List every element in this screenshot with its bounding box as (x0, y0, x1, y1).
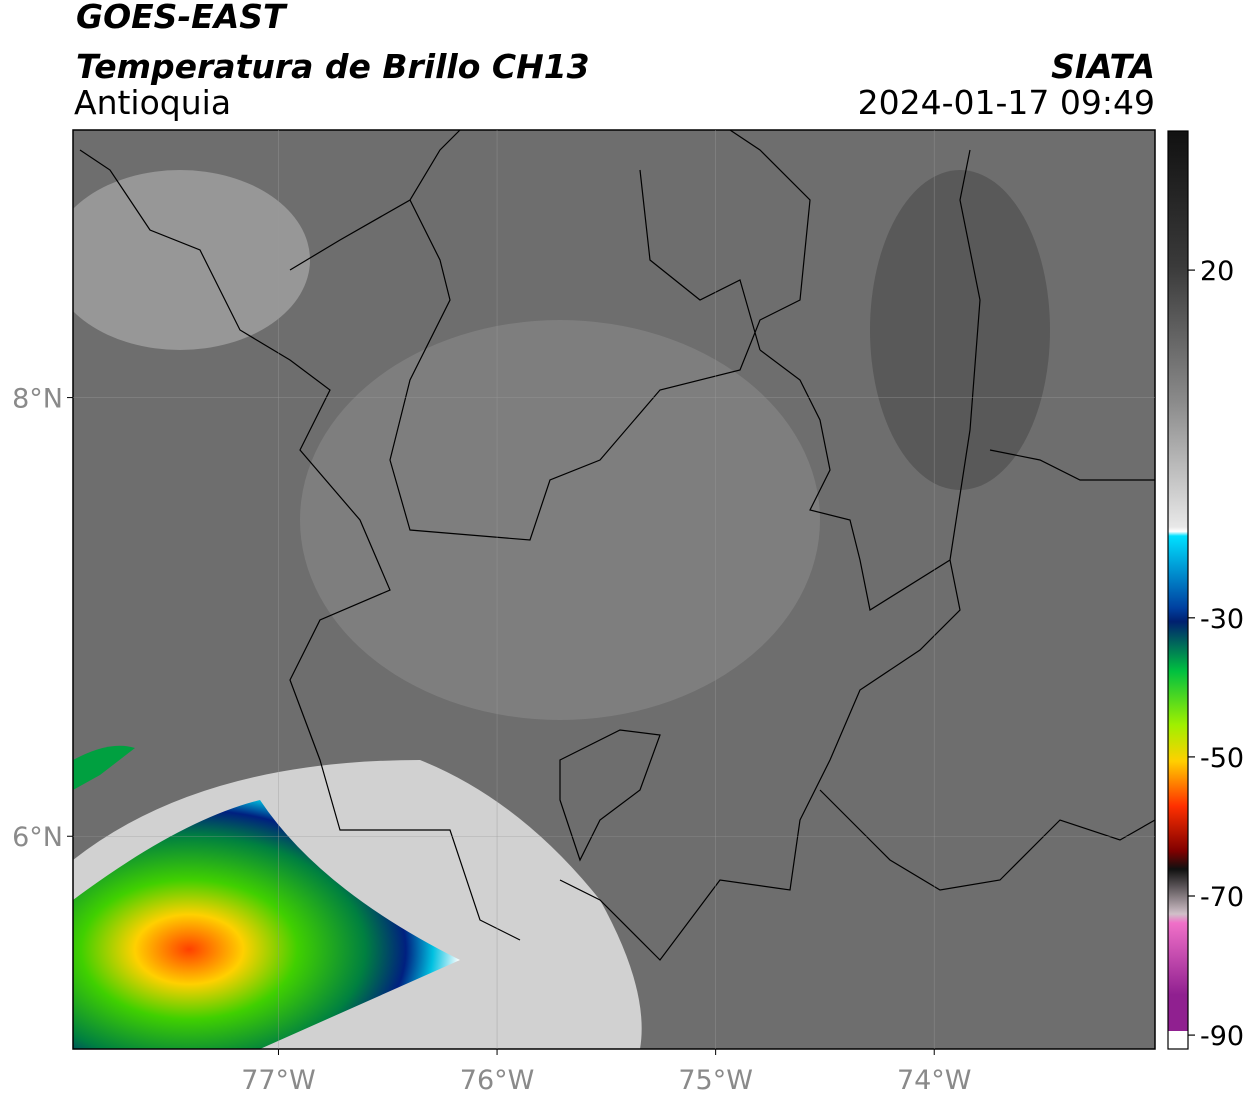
colorbar-axis: 20 -30 -50 -70 -90 (1188, 256, 1244, 1052)
colorbar-tick-label: -50 (1200, 743, 1244, 774)
colorbar-tick-label: 20 (1200, 256, 1234, 287)
colorbar-under (1168, 1031, 1188, 1049)
subtitle: Temperatura de Brillo CH13 (76, 47, 590, 86)
x-tick-label: 77°W (241, 1065, 316, 1096)
x-tick-label: 76°W (460, 1065, 535, 1096)
region: Antioquia (74, 83, 231, 122)
y-tick-label: 8°N (12, 384, 63, 415)
satellite-image (73, 130, 1155, 1049)
map-axes: 77°W 76°W 75°W 74°W 8°N 6°N (12, 130, 1155, 1096)
title: GOES-EAST (76, 0, 288, 36)
colorbar-frame (1167, 130, 1189, 1050)
borders (79, 129, 1156, 961)
x-tick-label: 74°W (897, 1065, 972, 1096)
datetime: 2024-01-17 09:49 (858, 83, 1155, 122)
x-tick-label: 75°W (678, 1065, 753, 1096)
colorbar-tick-label: -90 (1200, 1021, 1244, 1052)
colorbar-tick-label: -70 (1200, 882, 1244, 913)
source: SIATA (1051, 47, 1155, 86)
colorbar (1168, 131, 1188, 1031)
y-tick-label: 6°N (12, 822, 63, 853)
map-frame (72, 129, 1156, 1050)
colorbar-tick-label: -30 (1200, 604, 1244, 635)
